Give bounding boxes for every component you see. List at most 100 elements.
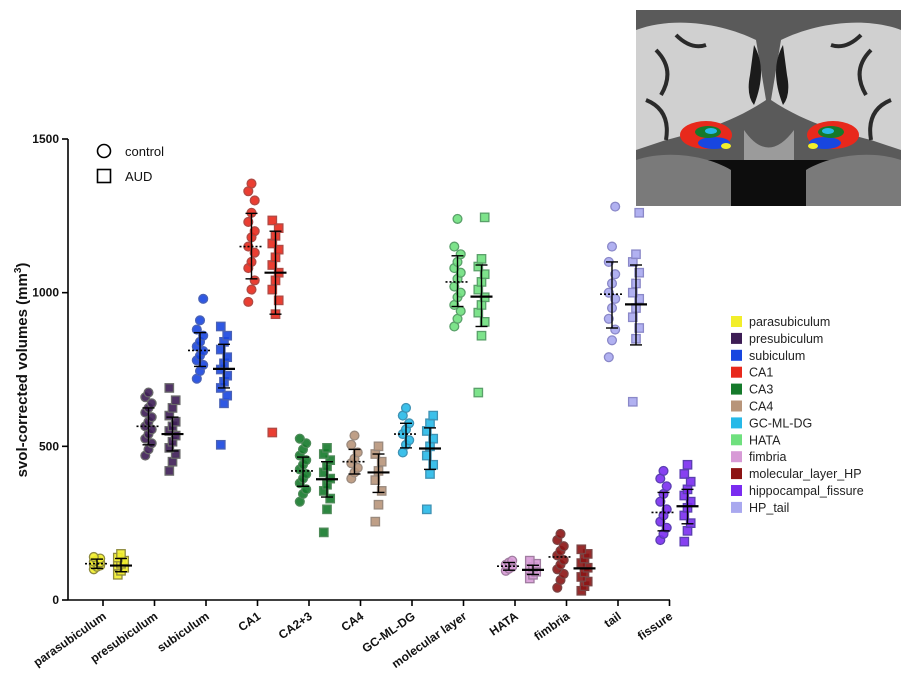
x-tick-label: fissure <box>635 609 676 643</box>
region-legend-swatch <box>731 383 742 395</box>
data-point-AUD <box>421 504 432 515</box>
data-point-AUD <box>116 549 126 559</box>
hippocampus-left-overlay <box>680 121 732 149</box>
data-point-AUD <box>322 504 332 515</box>
hippocampus-left-gc <box>705 128 717 134</box>
region-legend-swatch <box>731 417 742 429</box>
summary-statistics <box>85 212 699 576</box>
data-point-AUD <box>170 449 181 459</box>
region-legend-label: HP_tail <box>749 501 789 515</box>
data-point-AUD <box>627 287 638 298</box>
region-legend-swatch <box>731 434 742 446</box>
data-point-AUD <box>524 555 535 566</box>
hippocampus-right-gc <box>822 128 834 134</box>
region-legend-label: molecular_layer_HP <box>749 467 862 481</box>
data-point-AUD <box>679 469 690 479</box>
data-point-AUD <box>370 516 381 527</box>
data-point-control <box>249 226 260 237</box>
data-point-AUD <box>273 244 284 255</box>
region-legend-swatch <box>731 451 742 463</box>
data-point-control <box>603 313 614 324</box>
region-legend-label: CA3 <box>749 383 773 397</box>
data-point-control <box>452 213 463 224</box>
data-point-AUD <box>634 323 645 333</box>
y-axis-label-suffix: ) <box>14 263 31 268</box>
x-tick-label: CA1 <box>236 609 264 634</box>
data-point-AUD <box>627 396 638 407</box>
data-point-AUD <box>576 544 587 555</box>
legend-marker-AUD <box>96 168 112 184</box>
data-point-AUD <box>634 207 645 218</box>
data-point-control <box>603 352 614 363</box>
y-tick-label: 1000 <box>32 286 59 300</box>
region-legend-label: presubiculum <box>749 332 823 346</box>
data-point-control <box>349 430 360 441</box>
y-tick-label: 0 <box>52 593 59 607</box>
x-tick-label: fimbria <box>531 609 572 644</box>
data-point-AUD <box>222 370 233 381</box>
data-point-control <box>346 439 357 450</box>
data-point-control <box>661 522 672 533</box>
data-point-control <box>198 330 209 341</box>
data-point-AUD <box>376 456 387 467</box>
data-point-control <box>246 178 257 189</box>
data-point-AUD <box>267 215 278 226</box>
data-point-AUD <box>479 269 490 280</box>
data-point-AUD <box>325 493 336 504</box>
x-tick-label: HATA <box>487 609 521 639</box>
data-point-AUD <box>473 387 484 398</box>
region-legend-swatch <box>731 485 742 496</box>
data-point-AUD <box>631 249 641 260</box>
data-point-control <box>610 201 621 212</box>
data-point-AUD <box>222 330 233 341</box>
data-point-AUD <box>376 486 387 496</box>
x-tick-label: subiculum <box>155 609 212 655</box>
data-point-control <box>558 541 569 552</box>
data-point-control <box>404 435 415 446</box>
mri-brainstem <box>744 130 794 160</box>
region-legend-swatch <box>731 316 742 327</box>
y-axis: 0 500 1000 1500 svol-corrected volumes (mm3… <box>13 132 69 607</box>
region-legend-label: GC-ML-DG <box>749 416 812 430</box>
data-point-AUD <box>267 284 278 295</box>
region-legend-swatch <box>731 468 742 480</box>
data-point-AUD <box>222 352 233 363</box>
region-legend-label: HATA <box>749 433 781 447</box>
brain-mri-inset-image <box>636 10 901 206</box>
region-legend-label: parasubiculum <box>749 315 830 329</box>
data-point-AUD <box>267 427 278 438</box>
data-point-AUD <box>164 466 175 476</box>
data-point-AUD <box>273 223 284 233</box>
data-point-control <box>606 335 618 346</box>
data-point-control <box>191 324 202 335</box>
data-point-control <box>606 241 618 252</box>
region-legend-label: subiculum <box>749 349 805 363</box>
data-point-control <box>352 447 363 458</box>
data-point-AUD <box>476 330 487 341</box>
legend-marker-control <box>96 143 112 159</box>
mri-temporal-lobe <box>636 154 901 206</box>
data-point-control <box>143 387 154 398</box>
data-point-control <box>449 241 460 252</box>
data-point-AUD <box>373 441 384 452</box>
data-point-AUD <box>634 267 645 278</box>
data-point-control <box>301 484 312 495</box>
data-point-control <box>194 315 206 326</box>
data-point-AUD <box>273 295 284 306</box>
data-point-AUD <box>373 499 384 510</box>
x-tick-label: tail <box>601 609 623 630</box>
data-point-AUD <box>421 450 432 461</box>
data-point-control <box>610 293 621 304</box>
data-point-AUD <box>325 455 336 466</box>
hippocampus-right-overlay <box>807 121 859 149</box>
data-point-control <box>246 284 257 295</box>
legend-label-control: control <box>125 144 164 159</box>
data-point-control <box>658 465 669 476</box>
data-point-AUD <box>685 476 696 487</box>
region-legend-swatch <box>731 366 742 378</box>
data-point-control <box>610 269 621 280</box>
data-point-AUD <box>370 475 381 485</box>
data-point-control <box>243 296 254 307</box>
